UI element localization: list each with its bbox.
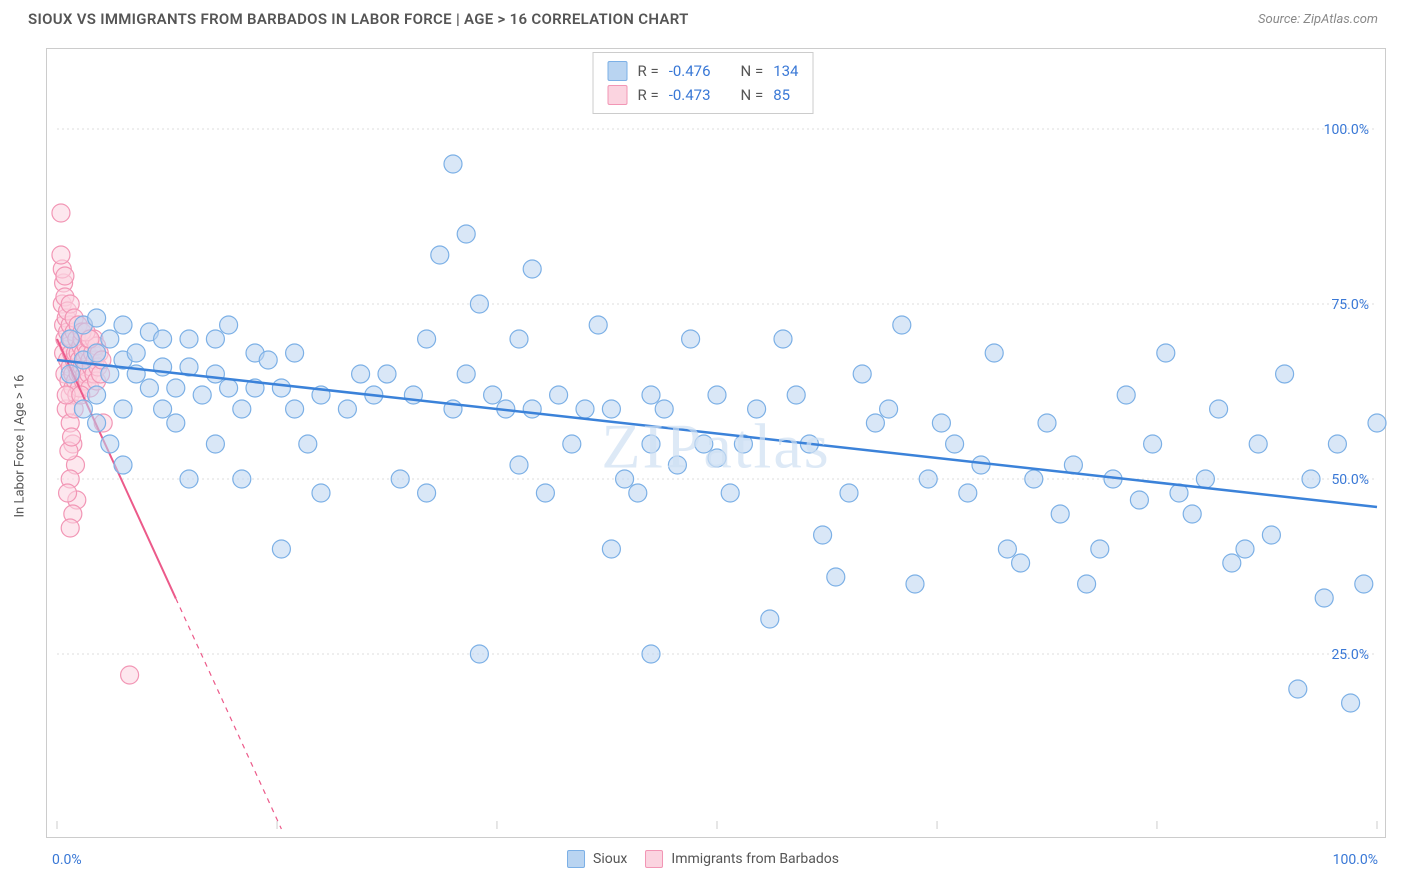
stat-r-label: R =: [638, 59, 659, 83]
stat-r-value: -0.473: [669, 83, 711, 107]
legend-stats-row: R = -0.473 N = 85: [608, 83, 799, 107]
chart-source: Source: ZipAtlas.com: [1258, 12, 1378, 27]
x-axis-start-label: 0.0%: [52, 852, 82, 868]
stat-r-label: R =: [638, 83, 659, 107]
x-axis-end-label: 100.0%: [1333, 852, 1378, 868]
y-axis-label: In Labor Force | Age > 16: [13, 375, 28, 518]
legend-swatch-pink: [608, 85, 628, 105]
svg-text:25.0%: 25.0%: [1331, 647, 1369, 663]
chart-title: SIOUX VS IMMIGRANTS FROM BARBADOS IN LAB…: [28, 10, 689, 28]
legend-item: Immigrants from Barbados: [645, 850, 839, 868]
svg-text:100.0%: 100.0%: [1324, 122, 1369, 138]
legend-item: Sioux: [567, 850, 627, 868]
legend-stats-row: R = -0.476 N = 134: [608, 59, 799, 83]
stat-n-value: 85: [773, 83, 790, 107]
svg-text:75.0%: 75.0%: [1331, 297, 1369, 313]
stat-n-label: N =: [741, 59, 764, 83]
plot-area: 25.0%50.0%75.0%100.0% ZIPatlas: [46, 48, 1386, 838]
legend-stats-box: R = -0.476 N = 134 R = -0.473 N = 85: [593, 52, 814, 114]
legend-bottom: Sioux Immigrants from Barbados: [567, 850, 839, 868]
legend-label: Immigrants from Barbados: [671, 851, 839, 867]
stat-n-label: N =: [741, 83, 764, 107]
legend-label: Sioux: [593, 851, 627, 867]
legend-swatch: [645, 850, 663, 868]
legend-swatch-blue: [608, 61, 628, 81]
stat-r-value: -0.476: [669, 59, 711, 83]
stat-n-value: 134: [773, 59, 798, 83]
legend-swatch: [567, 850, 585, 868]
svg-text:50.0%: 50.0%: [1331, 472, 1369, 488]
scatter-chart: 25.0% 50.0% 75.0% 100.0%: [47, 49, 1387, 839]
